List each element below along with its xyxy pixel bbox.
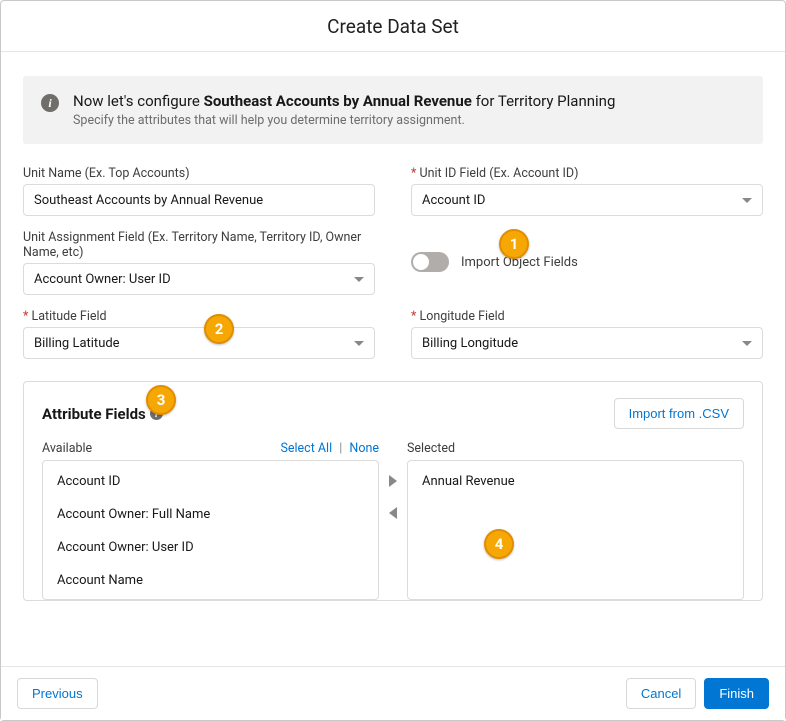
info-icon: i (41, 94, 59, 112)
selected-label: Selected (407, 441, 455, 456)
latitude-label: Latitude Field (23, 309, 375, 324)
create-data-set-modal: Create Data Set i Now let's configure So… (0, 0, 786, 721)
unit-id-label: Unit ID Field (Ex. Account ID) (411, 166, 763, 181)
transfer-arrows (389, 441, 397, 600)
list-actions: Select All | None (280, 441, 379, 456)
move-right-icon[interactable] (389, 475, 397, 487)
none-link[interactable]: None (349, 441, 379, 456)
longitude-field-wrap: Longitude Field Billing Longitude (411, 309, 763, 359)
banner-title: Now let's configure Southeast Accounts b… (73, 92, 615, 110)
available-listbox[interactable]: Account IDAccount Owner: Full NameAccoun… (42, 460, 379, 600)
cancel-button[interactable]: Cancel (626, 678, 696, 709)
selected-listbox[interactable]: Annual Revenue (407, 460, 744, 600)
callout-1: 1 (499, 229, 529, 259)
toggle-knob (413, 254, 429, 270)
longitude-label: Longitude Field (411, 309, 763, 324)
callout-2: 2 (204, 314, 234, 344)
import-object-toggle[interactable] (411, 252, 449, 272)
available-label: Available (42, 441, 92, 456)
move-left-icon[interactable] (389, 507, 397, 519)
chevron-down-icon (742, 198, 752, 203)
unit-name-input[interactable]: Southeast Accounts by Annual Revenue (23, 184, 375, 216)
import-csv-button[interactable]: Import from .CSV (614, 398, 744, 429)
unit-name-label: Unit Name (Ex. Top Accounts) (23, 166, 375, 181)
unit-assignment-field-wrap: Unit Assignment Field (Ex. Territory Nam… (23, 230, 375, 295)
modal-body: i Now let's configure Southeast Accounts… (1, 52, 785, 666)
callout-4: 4 (484, 529, 514, 559)
longitude-select[interactable]: Billing Longitude (411, 327, 763, 359)
dual-listbox: Available Select All | None Account IDAc… (42, 441, 744, 600)
unit-id-field-wrap: Unit ID Field (Ex. Account ID) Account I… (411, 166, 763, 216)
unit-id-select[interactable]: Account ID (411, 184, 763, 216)
modal-title: Create Data Set (1, 1, 785, 52)
import-toggle-wrap: Import Object Fields (411, 230, 763, 295)
banner-subtitle: Specify the attributes that will help yo… (73, 113, 615, 128)
list-item[interactable]: Account ID (43, 465, 378, 498)
previous-button[interactable]: Previous (17, 678, 98, 709)
info-banner: i Now let's configure Southeast Accounts… (23, 76, 763, 144)
list-item[interactable]: Account Owner: Full Name (43, 498, 378, 531)
finish-button[interactable]: Finish (704, 678, 769, 709)
latitude-select[interactable]: Billing Latitude (23, 327, 375, 359)
list-item[interactable]: Account Name (43, 564, 378, 597)
form-grid: Unit Name (Ex. Top Accounts) Southeast A… (23, 166, 763, 359)
list-item[interactable]: Annual Revenue (408, 465, 743, 498)
unit-name-field-wrap: Unit Name (Ex. Top Accounts) Southeast A… (23, 166, 375, 216)
chevron-down-icon (354, 277, 364, 282)
callout-3: 3 (146, 385, 176, 415)
attribute-fields-panel: Attribute Fields i Import from .CSV Avai… (23, 381, 763, 601)
modal-footer: Previous Cancel Finish (1, 666, 785, 720)
unit-assignment-select[interactable]: Account Owner: User ID (23, 263, 375, 295)
chevron-down-icon (354, 341, 364, 346)
select-all-link[interactable]: Select All (280, 441, 332, 456)
list-item[interactable]: Account Owner: User ID (43, 531, 378, 564)
unit-assignment-label: Unit Assignment Field (Ex. Territory Nam… (23, 230, 375, 260)
chevron-down-icon (742, 341, 752, 346)
attribute-fields-title: Attribute Fields i (42, 405, 163, 423)
latitude-field-wrap: Latitude Field Billing Latitude (23, 309, 375, 359)
